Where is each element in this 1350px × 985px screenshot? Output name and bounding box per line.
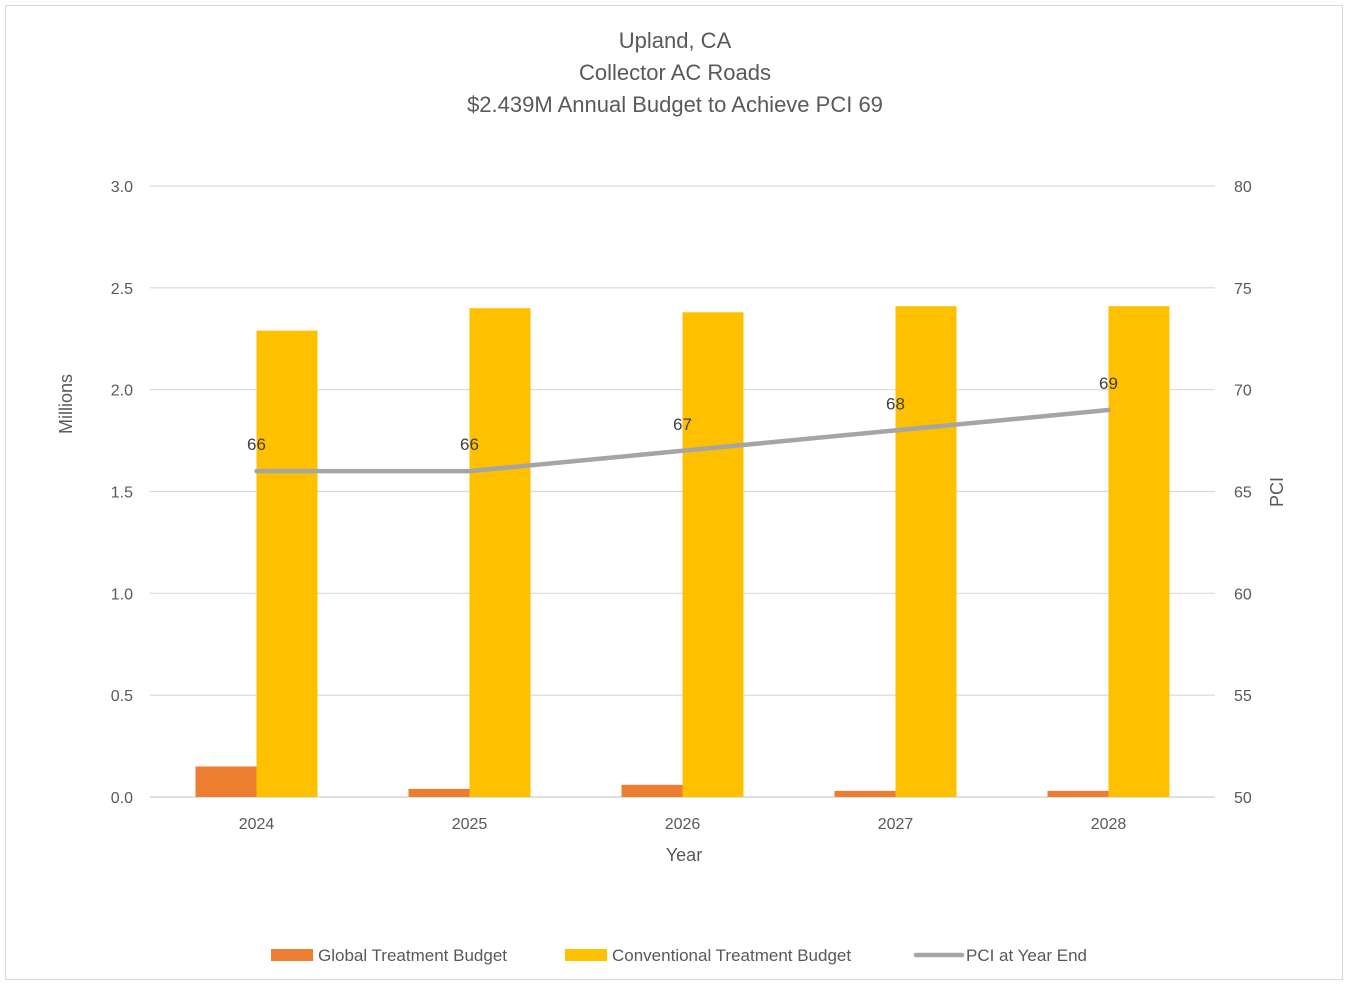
legend-label: Conventional Treatment Budget [612,946,851,965]
legend-label: PCI at Year End [966,946,1087,965]
legend-swatch [271,949,313,961]
line-series-group: 66 66 67 68 69 [247,374,1118,474]
x-tick-label: 2027 [878,816,914,833]
x-axis-ticks: 2024 2025 2026 2027 2028 [239,816,1127,833]
y2-tick-label: 65 [1234,485,1252,502]
chart-title-line-1: Upland, CA [619,28,732,53]
chart-title-line-3: $2.439M Annual Budget to Achieve PCI 69 [467,92,883,117]
global-treatment-bar [408,788,470,797]
y2-tick-label: 55 [1234,688,1252,705]
pci-data-label: 69 [1099,374,1118,393]
x-tick-label: 2026 [665,816,701,833]
pci-line [254,407,1111,474]
chart-title-line-2: Collector AC Roads [579,60,771,85]
y-tick-label: 3.0 [111,179,133,196]
x-tick-label: 2028 [1091,816,1127,833]
conventional-treatment-bar [469,308,531,797]
legend: Global Treatment Budget Conventional Trea… [271,946,1087,965]
y2-tick-label: 75 [1234,281,1252,298]
y-tick-label: 2.0 [111,383,133,400]
y-tick-label: 0.0 [111,790,133,807]
y-tick-label: 0.5 [111,688,133,705]
y-tick-label: 1.5 [111,485,133,502]
conventional-treatment-bar [1108,306,1170,797]
y2-tick-label: 80 [1234,179,1252,196]
conventional-treatment-bar [256,330,318,797]
pci-data-label: 66 [460,435,479,454]
y-tick-label: 1.0 [111,586,133,603]
pci-data-label: 68 [886,394,905,413]
y2-tick-label: 60 [1234,586,1252,603]
global-treatment-bar [1047,790,1109,797]
conventional-treatment-bar [895,306,957,797]
y-tick-label: 2.5 [111,281,133,298]
chart-title: Upland, CA Collector AC Roads $2.439M An… [467,28,883,117]
y2-axis-title: PCI [1267,477,1287,507]
bar-series-group [195,306,1170,797]
global-treatment-bar [621,784,683,797]
y2-tick-label: 50 [1234,790,1252,807]
y-axis-left-ticks: 0.0 0.5 1.0 1.5 2.0 2.5 3.0 [111,179,133,807]
global-treatment-bar [195,766,257,797]
y-axis-title: Millions [56,374,76,434]
y2-tick-label: 70 [1234,383,1252,400]
x-axis-title: Year [666,845,702,865]
global-treatment-bar [834,790,896,797]
pci-data-label: 66 [247,435,266,454]
pci-data-label: 67 [673,415,692,434]
legend-swatch [565,949,607,961]
x-tick-label: 2025 [452,816,488,833]
x-tick-label: 2024 [239,816,275,833]
legend-label: Global Treatment Budget [318,946,507,965]
conventional-treatment-bar [682,312,744,797]
y-axis-right-ticks: 50 55 60 65 70 75 80 [1234,179,1252,807]
